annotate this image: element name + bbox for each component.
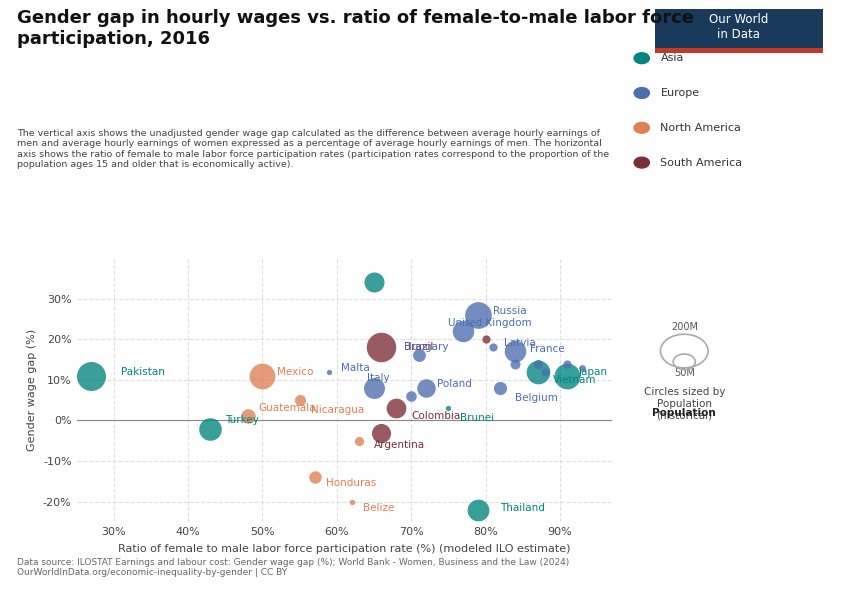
Text: Belgium: Belgium bbox=[515, 393, 558, 403]
Point bbox=[486, 343, 500, 352]
Text: Poland: Poland bbox=[437, 379, 472, 389]
Text: Latvia: Latvia bbox=[504, 338, 536, 348]
Text: Europe: Europe bbox=[660, 88, 700, 98]
Point bbox=[405, 391, 418, 401]
Text: 200M: 200M bbox=[671, 322, 698, 332]
Point bbox=[471, 310, 484, 320]
Point bbox=[561, 359, 575, 368]
Point bbox=[456, 326, 470, 336]
Point bbox=[84, 371, 98, 380]
Text: Pakistan: Pakistan bbox=[121, 367, 165, 377]
Point bbox=[471, 505, 484, 515]
FancyBboxPatch shape bbox=[654, 49, 823, 53]
Text: Guatemala: Guatemala bbox=[258, 403, 316, 413]
Point bbox=[375, 343, 388, 352]
Point bbox=[530, 367, 544, 377]
Text: South America: South America bbox=[660, 158, 743, 167]
Point bbox=[308, 473, 321, 482]
Point bbox=[479, 334, 492, 344]
Point bbox=[561, 371, 575, 380]
Point bbox=[442, 403, 456, 413]
Point bbox=[419, 383, 433, 393]
Point bbox=[203, 424, 217, 433]
Text: Nicaragua: Nicaragua bbox=[311, 406, 364, 415]
Text: The vertical axis shows the unadjusted gender wage gap calculated as the differe: The vertical axis shows the unadjusted g… bbox=[17, 129, 609, 169]
Text: Argentina: Argentina bbox=[374, 440, 425, 450]
Text: Brunei: Brunei bbox=[460, 413, 494, 424]
Text: France: France bbox=[530, 344, 564, 355]
X-axis label: Ratio of female to male labor force participation rate (%) (modeled ILO estimate: Ratio of female to male labor force part… bbox=[118, 544, 570, 554]
Text: 50M: 50M bbox=[674, 368, 694, 378]
Text: North America: North America bbox=[660, 123, 741, 133]
Point bbox=[575, 363, 589, 373]
Point bbox=[375, 428, 388, 437]
Text: Asia: Asia bbox=[660, 53, 683, 63]
Text: Italy: Italy bbox=[366, 373, 389, 383]
Text: Vietnam: Vietnam bbox=[552, 375, 596, 385]
Point bbox=[352, 436, 366, 446]
Text: Circles sized by
Population
(historical): Circles sized by Population (historical) bbox=[643, 387, 725, 420]
Text: Population: Population bbox=[653, 408, 716, 418]
Text: Belize: Belize bbox=[363, 503, 394, 513]
Text: Our World
in Data: Our World in Data bbox=[709, 13, 768, 41]
Point bbox=[389, 403, 403, 413]
Text: Hungary: Hungary bbox=[404, 343, 448, 352]
Point bbox=[494, 383, 507, 393]
Text: Mexico: Mexico bbox=[277, 367, 314, 377]
Y-axis label: Gender wage gap (%): Gender wage gap (%) bbox=[27, 329, 37, 451]
Text: Malta: Malta bbox=[341, 362, 369, 373]
Point bbox=[292, 395, 306, 405]
Point bbox=[367, 278, 381, 287]
Text: United Kingdom: United Kingdom bbox=[449, 318, 532, 328]
Point bbox=[256, 371, 269, 380]
Text: Russia: Russia bbox=[493, 306, 527, 316]
Text: Turkey: Turkey bbox=[225, 415, 259, 425]
Text: Brazil: Brazil bbox=[404, 343, 434, 352]
Point bbox=[411, 350, 425, 360]
Text: Thailand: Thailand bbox=[501, 503, 546, 513]
Point bbox=[367, 383, 381, 393]
Point bbox=[530, 359, 544, 368]
Text: Gender gap in hourly wages vs. ratio of female-to-male labor force
participation: Gender gap in hourly wages vs. ratio of … bbox=[17, 9, 694, 48]
Point bbox=[322, 367, 336, 377]
Text: Colombia: Colombia bbox=[411, 412, 461, 421]
Point bbox=[508, 359, 522, 368]
Text: Japan: Japan bbox=[579, 367, 608, 377]
Text: Data source: ILOSTAT Earnings and labour cost: Gender wage gap (%); World Bank -: Data source: ILOSTAT Earnings and labour… bbox=[17, 558, 570, 577]
Text: Honduras: Honduras bbox=[326, 478, 376, 488]
Point bbox=[241, 412, 254, 421]
Point bbox=[345, 497, 359, 506]
Point bbox=[508, 347, 522, 356]
Point bbox=[538, 367, 552, 377]
